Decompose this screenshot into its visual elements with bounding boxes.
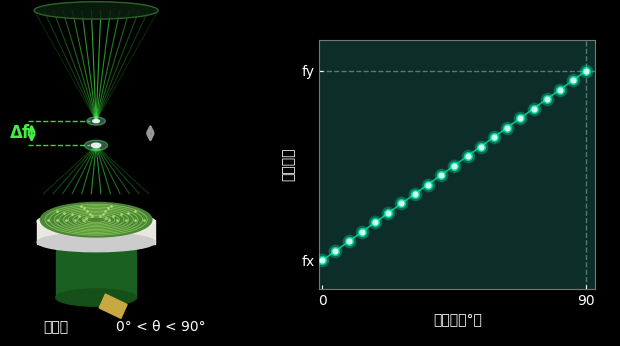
Bar [56,242,136,298]
Ellipse shape [37,212,155,231]
Ellipse shape [87,117,105,125]
Text: 0° < θ < 90°: 0° < θ < 90° [117,320,206,334]
Ellipse shape [84,140,108,151]
Ellipse shape [56,234,136,251]
Text: Δf: Δf [10,124,30,142]
Ellipse shape [56,289,136,306]
Polygon shape [99,294,127,318]
Ellipse shape [34,2,158,19]
Ellipse shape [40,202,152,237]
Y-axis label: 焦点距離: 焦点距離 [281,148,296,181]
Bar [37,220,155,244]
X-axis label: 偏光角（°）: 偏光角（°） [433,313,482,327]
Text: 偏光角: 偏光角 [43,320,68,334]
Ellipse shape [37,233,155,252]
Ellipse shape [92,143,100,147]
Ellipse shape [93,120,99,122]
